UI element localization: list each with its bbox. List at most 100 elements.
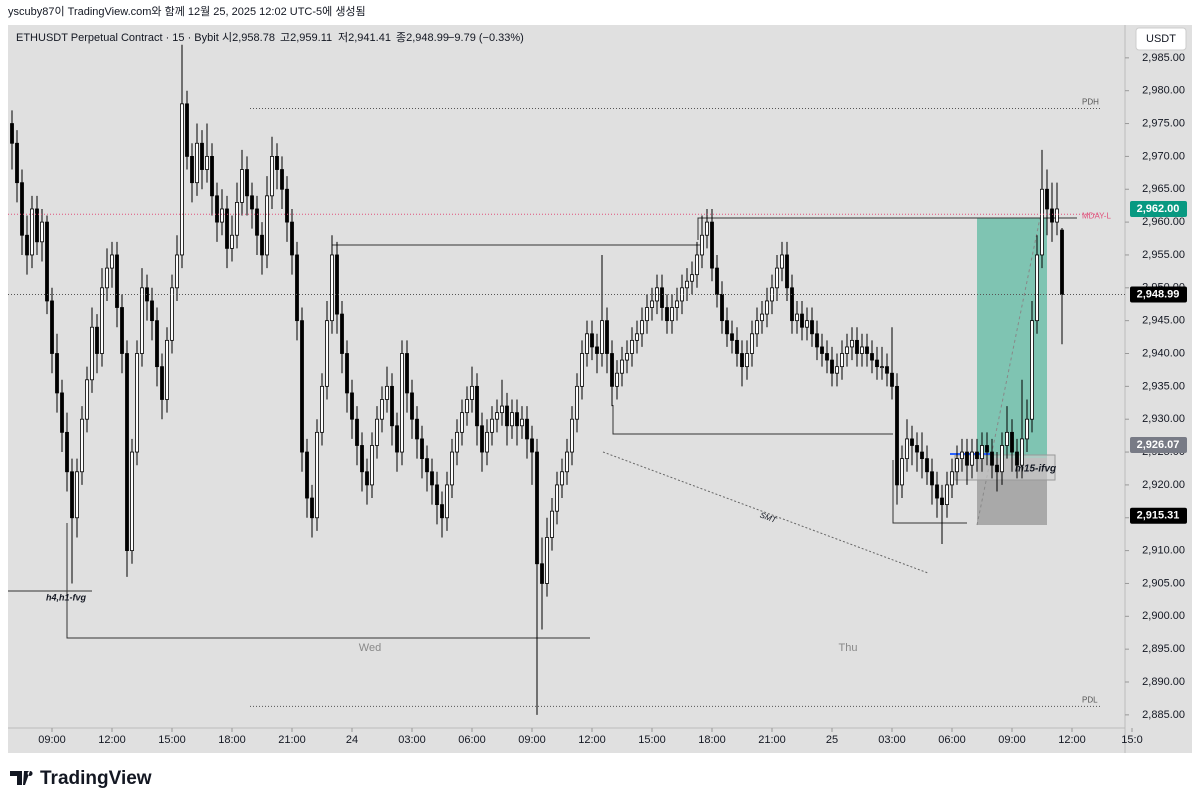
candle-body [455, 431, 459, 453]
candle-body [485, 431, 489, 453]
candle-body [750, 333, 754, 354]
candle-body [570, 418, 574, 453]
candle-body [700, 234, 704, 256]
candle-body [555, 484, 559, 512]
candle-body [605, 320, 609, 354]
candle-body [880, 366, 884, 369]
candle-body [890, 372, 894, 387]
candle-body [260, 234, 264, 256]
brand: TradingView [40, 768, 152, 789]
candle-body [940, 497, 944, 506]
caption: yscuby87이 TradingView.com와 함께 12월 25, 20… [8, 5, 366, 18]
candle-body [1055, 208, 1059, 223]
day-label: Wed [359, 642, 381, 654]
candle-body [1015, 451, 1019, 466]
candle-body [470, 385, 474, 400]
candle-body [530, 438, 534, 453]
x-tick-label: 09:00 [518, 734, 546, 746]
candle-body [380, 399, 384, 420]
y-tick-label: 2,900.00 [1142, 610, 1185, 622]
candle-body [830, 359, 834, 374]
x-tick-label: 24 [346, 734, 358, 746]
candle-body [420, 438, 424, 460]
candle-body [10, 123, 14, 144]
candle-body [125, 353, 129, 552]
candle-body [365, 471, 369, 486]
ohlc-value: 종2,948.99 [396, 32, 449, 44]
candle-body [985, 445, 989, 453]
candle-body [660, 287, 664, 308]
candle-body [175, 254, 179, 289]
candle-body [255, 208, 259, 236]
candle-body [580, 353, 584, 387]
currency[interactable]: USDT [1146, 33, 1176, 45]
currency-button[interactable] [1135, 27, 1187, 51]
candle-body [80, 418, 84, 473]
candle-body [185, 103, 189, 157]
candle-body [325, 320, 329, 387]
candle-body [265, 195, 269, 256]
x-tick-label: 06:00 [938, 734, 966, 746]
y-tick-label: 2,955.00 [1142, 249, 1185, 261]
candle-body [310, 497, 314, 519]
y-tick-label: 2,985.00 [1142, 52, 1185, 64]
candle-body [575, 385, 579, 420]
candle-body [1030, 320, 1034, 420]
candle-body [330, 254, 334, 322]
x-tick-label: 09:00 [998, 734, 1026, 746]
candle-body [400, 353, 404, 453]
candle-body [180, 103, 184, 256]
candle-body [25, 234, 29, 256]
candle-body [585, 333, 589, 354]
candle-body [215, 195, 219, 223]
y-tick-label: 2,975.00 [1142, 117, 1185, 129]
candle-body [395, 425, 399, 453]
candle-body [520, 418, 524, 427]
candle-body [50, 300, 54, 354]
y-tick-label: 2,895.00 [1142, 643, 1185, 655]
candle-body [545, 537, 549, 584]
candle-body [350, 392, 354, 420]
candle-body [935, 484, 939, 499]
candle-body [650, 300, 654, 308]
candle-body [1005, 431, 1009, 446]
candle-body [95, 326, 99, 354]
candle-body [445, 484, 449, 519]
x-tick-label: 18:00 [698, 734, 726, 746]
candle-body [45, 221, 49, 302]
candle-body [895, 385, 899, 486]
candle-body [665, 307, 669, 322]
candle-body [1060, 229, 1064, 295]
price-tag [1130, 437, 1187, 454]
candle-body [705, 221, 709, 236]
structure-line [697, 217, 1077, 240]
candle-body [960, 451, 964, 460]
candle-body [355, 418, 359, 446]
candle-body [710, 221, 714, 269]
candle-body [160, 366, 164, 400]
candle-body [300, 320, 304, 453]
y-tick-label: 2,885.00 [1142, 709, 1185, 721]
candle-body [295, 254, 299, 322]
candle-body [820, 346, 824, 354]
candle-body [865, 346, 869, 354]
candle-body [945, 484, 949, 506]
x-tick-label: 03:00 [398, 734, 426, 746]
candle-body [425, 458, 429, 473]
candle-body [625, 353, 629, 361]
candle-body [190, 156, 194, 184]
candle-body [1045, 188, 1049, 210]
candle-body [775, 267, 779, 289]
x-tick-label: 15:00 [158, 734, 186, 746]
candle-body [450, 451, 454, 486]
candle-body [170, 287, 174, 341]
x-tick-label: 06:00 [458, 734, 486, 746]
candle-body [915, 445, 919, 453]
candle-body [600, 320, 604, 354]
price-tag [1130, 507, 1187, 524]
candle-body [815, 333, 819, 348]
price-tag-label: 2,948.99 [1137, 288, 1180, 300]
candle-body [20, 182, 24, 236]
candle-body [965, 451, 969, 466]
y-tick-label: 2,890.00 [1142, 676, 1185, 688]
